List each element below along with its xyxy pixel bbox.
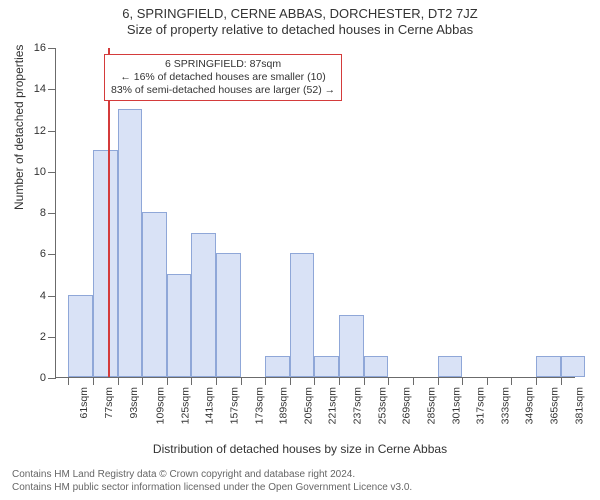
x-axis-label: Distribution of detached houses by size … (0, 442, 600, 456)
x-tick-label: 141sqm (204, 387, 216, 424)
x-tick-label: 77sqm (103, 387, 115, 419)
histogram-bar (314, 356, 339, 377)
x-tick-label: 125sqm (179, 387, 191, 424)
x-tick (216, 377, 217, 385)
footer-line: Contains HM Land Registry data © Crown c… (12, 469, 412, 482)
y-tick-label: 8 (40, 207, 56, 219)
x-tick (241, 377, 242, 385)
y-tick-label: 10 (34, 166, 56, 178)
x-tick-label: 301sqm (450, 387, 462, 424)
x-tick-label: 221sqm (327, 387, 339, 424)
y-axis-label: Number of detached properties (12, 45, 26, 210)
x-tick-label: 317sqm (475, 387, 487, 424)
x-tick (561, 377, 562, 385)
x-tick-label: 269sqm (401, 387, 413, 424)
histogram-bar (265, 356, 290, 377)
plot-area: 024681012141661sqm77sqm93sqm109sqm125sqm… (55, 48, 575, 378)
x-tick-label: 285sqm (426, 387, 438, 424)
x-tick-label: 61sqm (78, 387, 90, 419)
x-tick-label: 253sqm (376, 387, 388, 424)
x-tick (314, 377, 315, 385)
x-tick (511, 377, 512, 385)
x-tick-label: 93sqm (127, 387, 139, 419)
x-tick-label: 237sqm (352, 387, 364, 424)
histogram-bar (191, 233, 216, 377)
x-tick (93, 377, 94, 385)
x-tick-label: 205sqm (303, 387, 315, 424)
page-title: Size of property relative to detached ho… (0, 22, 600, 38)
x-tick (462, 377, 463, 385)
y-tick-label: 2 (40, 331, 56, 343)
x-tick (536, 377, 537, 385)
x-tick (167, 377, 168, 385)
x-tick (191, 377, 192, 385)
x-tick (487, 377, 488, 385)
x-tick (413, 377, 414, 385)
x-tick (364, 377, 365, 385)
x-tick-label: 381sqm (573, 387, 585, 424)
x-tick-label: 157sqm (229, 387, 241, 424)
y-tick-label: 12 (34, 125, 56, 137)
callout-line: 6 SPRINGFIELD: 87sqm (111, 58, 335, 71)
x-tick-label: 109sqm (155, 387, 167, 424)
x-tick (118, 377, 119, 385)
callout-line: ← 16% of detached houses are smaller (10… (111, 71, 335, 84)
footer-line: Contains HM public sector information li… (12, 482, 412, 495)
x-tick-label: 365sqm (549, 387, 561, 424)
x-tick-label: 349sqm (524, 387, 536, 424)
x-tick (265, 377, 266, 385)
y-tick-label: 0 (40, 372, 56, 384)
x-tick-label: 173sqm (253, 387, 265, 424)
y-tick-label: 4 (40, 290, 56, 302)
histogram-bar (93, 150, 118, 377)
y-tick-label: 14 (34, 83, 56, 95)
histogram-bar (364, 356, 389, 377)
x-tick (388, 377, 389, 385)
histogram-bar (142, 212, 167, 377)
histogram-chart: 024681012141661sqm77sqm93sqm109sqm125sqm… (55, 48, 575, 378)
page-super-title: 6, SPRINGFIELD, CERNE ABBAS, DORCHESTER,… (0, 6, 600, 22)
histogram-bar (68, 295, 93, 378)
histogram-bar (167, 274, 192, 377)
x-tick-label: 333sqm (499, 387, 511, 424)
histogram-bar (561, 356, 586, 377)
x-tick (290, 377, 291, 385)
callout-line: 83% of semi-detached houses are larger (… (111, 84, 335, 97)
histogram-bar (216, 253, 241, 377)
histogram-bar (339, 315, 364, 377)
y-tick-label: 6 (40, 248, 56, 260)
property-callout: 6 SPRINGFIELD: 87sqm← 16% of detached ho… (104, 54, 342, 101)
x-tick (142, 377, 143, 385)
histogram-bar (290, 253, 315, 377)
histogram-bar (118, 109, 143, 377)
y-tick-label: 16 (34, 42, 56, 54)
x-tick (339, 377, 340, 385)
histogram-bar (536, 356, 561, 377)
x-tick (438, 377, 439, 385)
x-tick (68, 377, 69, 385)
x-tick-label: 189sqm (278, 387, 290, 424)
histogram-bar (438, 356, 463, 377)
attribution-footer: Contains HM Land Registry data © Crown c… (12, 469, 412, 494)
